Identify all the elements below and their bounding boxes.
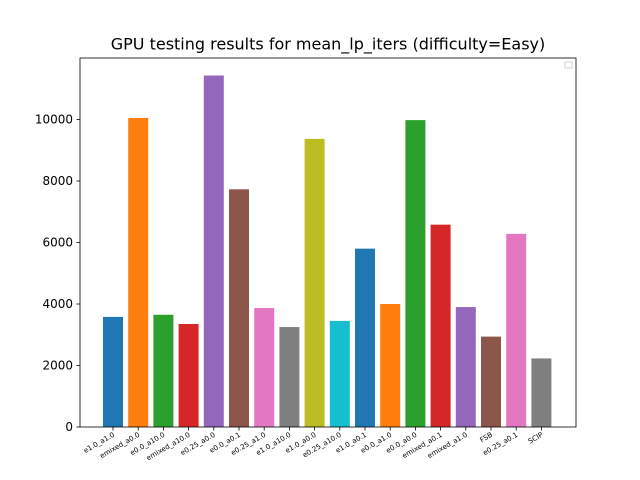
bar-e1.0_a1.0: [103, 316, 123, 427]
y-tick-label: 8000: [42, 174, 73, 188]
bar-e0.25_a1.0: [254, 308, 275, 427]
bar-emixed_a0.1: [430, 224, 451, 427]
bar-SCIP: [531, 358, 552, 427]
y-tick-label: 0: [65, 420, 73, 434]
bar-e0.0_a0.0: [405, 120, 426, 428]
y-tick-label: 4000: [42, 297, 73, 311]
bar-e1.0_a0.0: [304, 138, 325, 427]
bar-e0.0_a10.0: [153, 314, 174, 427]
bar-e0.25_a10.0: [329, 320, 350, 427]
bar-e0.0_a0.1: [229, 189, 249, 427]
bar-e1.0_a0.1: [355, 248, 375, 427]
bar-e1.0_a10.0: [279, 327, 300, 427]
legend-box: [564, 61, 573, 69]
bar-e0.0_a1.0: [380, 304, 401, 427]
bars-group: [103, 75, 552, 428]
bar-FSB: [481, 336, 501, 427]
bar-emixed_a10.0: [178, 323, 199, 427]
plot-frame: [79, 57, 577, 428]
bar-emixed_a1.0: [455, 307, 476, 427]
bar-e0.25_a0.0: [203, 75, 224, 427]
y-axis: 0 2000 4000 6000 8000 10000: [35, 113, 80, 434]
y-tick-label: 6000: [42, 236, 73, 250]
bar-e0.25_a0.1: [506, 233, 527, 427]
bar-emixed_a0.0: [128, 117, 149, 428]
y-tick-label: 10000: [35, 113, 73, 127]
y-tick-label: 2000: [42, 359, 73, 373]
chart-title: GPU testing results for mean_lp_iters (d…: [111, 35, 546, 55]
